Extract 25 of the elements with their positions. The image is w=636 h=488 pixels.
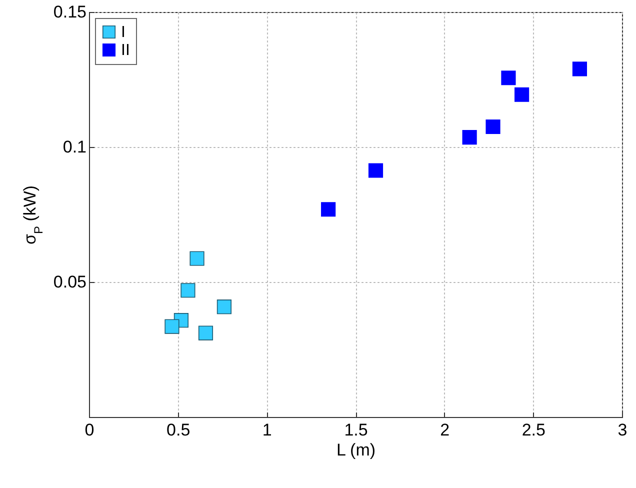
- legend-label: I: [121, 24, 126, 41]
- x-tick-label: 1.5: [344, 420, 368, 440]
- point: [368, 163, 384, 178]
- point: [321, 202, 336, 217]
- y-tick-label: 0.1: [62, 138, 86, 156]
- point: [198, 326, 214, 340]
- x-tick-label: 1: [262, 420, 272, 440]
- x-tick-label: 0: [84, 420, 94, 440]
- legend-label: II: [121, 42, 130, 59]
- point: [501, 70, 516, 86]
- x-tick-label: 2: [440, 420, 450, 440]
- point: [462, 130, 477, 145]
- point: [190, 251, 204, 266]
- y-tick-label: 0.15: [53, 2, 86, 22]
- y-tick-label: 0.05: [53, 272, 86, 292]
- x-tick-label: 2.5: [522, 420, 546, 440]
- x-axis-title: L (m): [336, 440, 376, 460]
- x-tick-label: 0.5: [166, 420, 190, 440]
- point: [514, 87, 530, 102]
- point: [164, 319, 180, 334]
- point: [216, 300, 232, 314]
- point: [486, 119, 500, 134]
- point: [180, 283, 196, 298]
- point: [572, 62, 588, 76]
- x-tick-label: 3: [618, 420, 628, 440]
